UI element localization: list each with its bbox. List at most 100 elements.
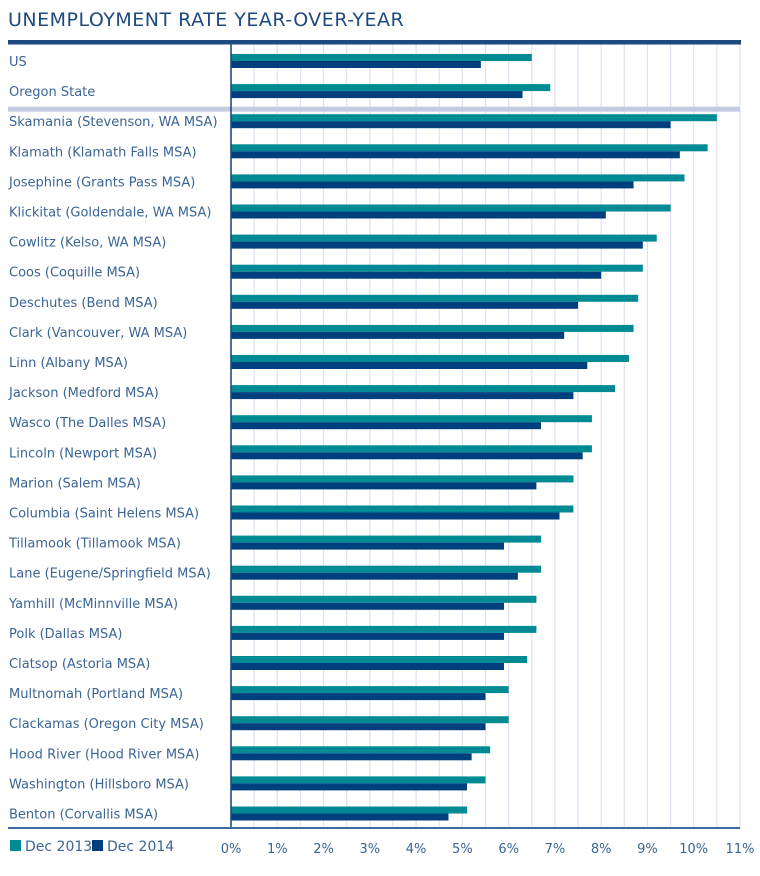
category-label: Benton (Corvallis MSA)	[9, 808, 158, 823]
x-tick-label: 0%	[221, 842, 242, 857]
chart-title: UNEMPLOYMENT RATE YEAR-OVER-YEAR	[8, 9, 405, 31]
bar-dec-2013	[231, 686, 509, 694]
category-label: Clackamas (Oregon City MSA)	[9, 717, 204, 732]
category-label: Lane (Eugene/Springfield MSA)	[9, 567, 211, 582]
category-label: Linn (Albany MSA)	[9, 356, 128, 371]
group-separator	[8, 106, 740, 112]
bar-dec-2014	[231, 392, 574, 400]
bar-dec-2013	[231, 114, 717, 122]
category-label: Clatsop (Astoria MSA)	[9, 657, 150, 672]
x-tick-label: 8%	[591, 842, 612, 857]
bar-dec-2014	[231, 211, 606, 219]
category-label: Yamhill (McMinnville MSA)	[8, 597, 178, 612]
legend-swatch	[10, 840, 21, 851]
category-label: Deschutes (Bend MSA)	[9, 296, 158, 311]
category-label: Cowlitz (Kelso, WA MSA)	[9, 236, 166, 251]
category-label: Columbia (Saint Helens MSA)	[9, 507, 199, 522]
legend-swatch	[92, 840, 103, 851]
bar-dec-2014	[231, 753, 472, 761]
bar-dec-2013	[231, 595, 537, 603]
x-tick-label: 7%	[545, 842, 566, 857]
bar-dec-2014	[231, 542, 505, 550]
bar-dec-2013	[231, 445, 592, 453]
bar-dec-2014	[231, 512, 560, 520]
bar-dec-2014	[231, 91, 523, 99]
x-tick-label: 5%	[452, 842, 473, 857]
bar-dec-2014	[231, 663, 505, 670]
bar-dec-2014	[231, 452, 583, 460]
bar-dec-2013	[231, 204, 671, 212]
category-label: US	[9, 55, 27, 70]
category-label: Hood River (Hood River MSA)	[9, 747, 200, 762]
category-label: Multnomah (Portland MSA)	[9, 687, 183, 702]
legend-label: Dec 2014	[107, 839, 174, 855]
bar-dec-2013	[231, 716, 509, 724]
bar-dec-2014	[231, 121, 671, 129]
bar-dec-2014	[231, 61, 481, 68]
bar-dec-2013	[231, 264, 643, 272]
bar-dec-2014	[231, 572, 518, 580]
bar-dec-2013	[231, 656, 528, 663]
bar-dec-2013	[231, 355, 629, 362]
bar-dec-2013	[231, 806, 467, 814]
category-labels: US Oregon State Skamania (Stevenson, WA MS…	[8, 55, 218, 823]
bar-dec-2013	[231, 565, 542, 573]
x-tick-label: 9%	[637, 842, 658, 857]
bar-dec-2013	[231, 294, 639, 302]
bar-dec-2014	[231, 422, 542, 430]
category-label: Lincoln (Newport MSA)	[9, 446, 157, 461]
bar-dec-2013	[231, 776, 486, 784]
bar-dec-2013	[231, 625, 537, 633]
x-tick-label: 3%	[360, 842, 381, 857]
bar-dec-2013	[231, 174, 685, 182]
bar-dec-2013	[231, 475, 574, 483]
x-tick-label: 11%	[726, 842, 755, 857]
bar-dec-2013	[231, 84, 551, 92]
top-rule	[8, 40, 741, 45]
x-tick-label: 1%	[267, 842, 288, 857]
x-tick-labels: 0% 1% 2% 3% 4% 5% 6% 7% 8% 9% 10% 11%	[221, 842, 755, 857]
category-label: Marion (Salem MSA)	[9, 476, 141, 491]
x-tick-label: 4%	[406, 842, 427, 857]
category-label: Coos (Coquille MSA)	[9, 266, 140, 281]
category-label: Jackson (Medford MSA)	[8, 386, 159, 401]
bar-dec-2014	[231, 723, 486, 731]
bar-dec-2013	[231, 234, 657, 242]
legend-label: Dec 2013	[25, 839, 92, 855]
x-tick-label: 6%	[498, 842, 519, 857]
bar-dec-2014	[231, 362, 588, 369]
x-tick-label: 10%	[679, 842, 708, 857]
bar-dec-2013	[231, 505, 574, 513]
bar-dec-2013	[231, 324, 634, 332]
bar-dec-2013	[231, 415, 592, 423]
category-label: Polk (Dallas MSA)	[9, 627, 122, 642]
category-label: Skamania (Stevenson, WA MSA)	[9, 115, 218, 130]
bar-dec-2013	[231, 385, 616, 393]
axes	[8, 40, 741, 829]
gridlines	[253, 44, 741, 828]
bar-dec-2014	[231, 271, 602, 279]
bar-dec-2014	[231, 813, 449, 821]
category-label: Josephine (Grants Pass MSA)	[8, 175, 195, 190]
bar-dec-2014	[231, 241, 643, 249]
bar-dec-2013	[231, 144, 708, 152]
bar-dec-2014	[231, 602, 505, 610]
bar-dec-2014	[231, 693, 486, 701]
category-label: Klickitat (Goldendale, WA MSA)	[9, 206, 211, 221]
category-label: Klamath (Klamath Falls MSA)	[9, 145, 197, 160]
category-label: Clark (Vancouver, WA MSA)	[9, 326, 187, 341]
bar-dec-2014	[231, 151, 680, 159]
bar-dec-2013	[231, 535, 542, 543]
bar-dec-2014	[231, 181, 634, 189]
bars	[231, 54, 717, 821]
bar-dec-2013	[231, 54, 532, 61]
category-label: Wasco (The Dalles MSA)	[9, 416, 166, 431]
bar-dec-2014	[231, 482, 537, 490]
bar-dec-2014	[231, 331, 565, 339]
category-label: Tillamook (Tillamook MSA)	[8, 537, 181, 552]
bar-dec-2013	[231, 746, 491, 754]
bar-dec-2014	[231, 783, 467, 791]
category-label: Washington (Hillsboro MSA)	[9, 777, 189, 792]
x-tick-label: 2%	[313, 842, 334, 857]
